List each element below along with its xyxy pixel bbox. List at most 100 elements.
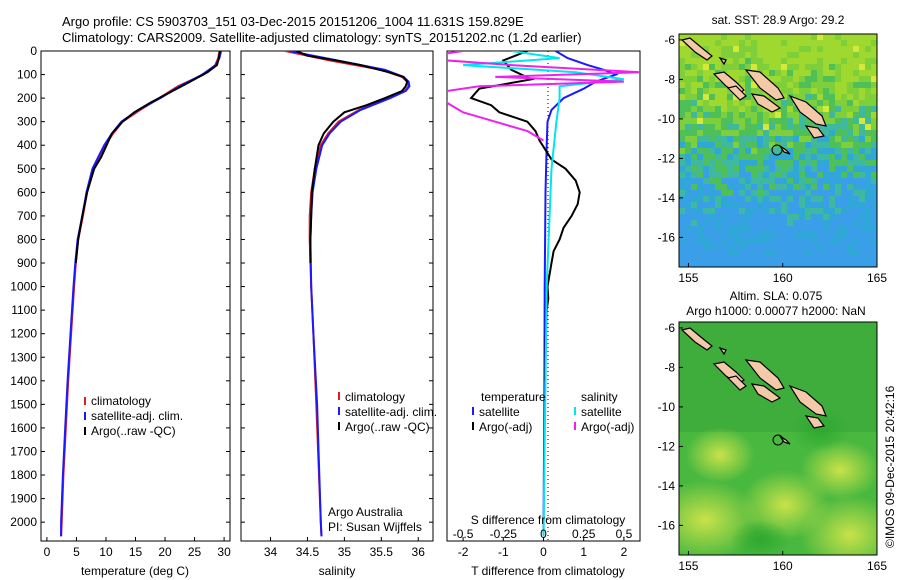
sst-cell [805,160,811,166]
sst-cell [721,148,727,154]
sst-cell [781,250,787,256]
sst-cell [739,52,745,58]
sst-cell [859,142,865,148]
sst-cell [835,250,841,256]
sst-cell [823,58,829,64]
sst-cell [703,124,709,130]
sst-cell [805,46,811,52]
sst-cell [685,94,691,100]
sst-cell [781,46,787,52]
sst-cell [745,142,751,148]
sst-cell [847,202,853,208]
sst-cell [805,82,811,88]
sst-cell [727,166,733,172]
sst-cell [865,76,871,82]
sst-cell [745,136,751,142]
annotation-pi: PI: Susan Wijffels [328,520,422,534]
sst-cell [793,130,799,136]
sst-cell [679,196,685,202]
sst-cell [823,190,829,196]
sst-cell [847,136,853,142]
sst-cell [727,106,733,112]
y-tick-label: -6 [664,321,675,335]
y-tick-label: -16 [658,518,676,532]
sst-cell [697,244,703,250]
sst-cell [817,256,823,262]
sst-cell [817,82,823,88]
sst-cell [757,40,763,46]
sst-cell [679,190,685,196]
sst-cell [757,244,763,250]
sst-cell [787,58,793,64]
sst-cell [817,34,823,40]
sst-cell [871,100,877,106]
sst-cell [793,214,799,220]
sst-cell [799,88,805,94]
sst-cell [739,118,745,124]
sst-cell [775,202,781,208]
sst-cell [745,196,751,202]
sst-cell [829,34,835,40]
sst-cell [811,196,817,202]
sst-cell [775,154,781,160]
sst-cell [709,208,715,214]
sst-cell [769,112,775,118]
y-tick-label: 500 [17,162,37,176]
sst-cell [817,40,823,46]
sst-cell [811,70,817,76]
sst-cell [835,46,841,52]
sst-cell [859,118,865,124]
sst-cell [739,40,745,46]
x-tick-label: 0 [44,545,51,559]
sst-cell [841,244,847,250]
sst-cell [691,250,697,256]
sst-cell [739,34,745,40]
sst-cell [739,130,745,136]
sst-cell [805,142,811,148]
sst-cell [775,232,781,238]
x-tick-label: 30 [217,545,231,559]
sst-cell [871,166,877,172]
sst-cell [871,58,877,64]
sst-cell [679,250,685,256]
sst-cell [733,142,739,148]
sla-blob [790,408,850,452]
sst-cell [853,214,859,220]
sst-cell [679,148,685,154]
sst-cell [757,46,763,52]
sst-cell [709,88,715,94]
sst-cell [727,256,733,262]
sst-cell [829,112,835,118]
sst-cell [823,202,829,208]
sst-cell [709,118,715,124]
sst-cell [805,34,811,40]
sst-cell [763,112,769,118]
sst-cell [745,94,751,100]
sst-cell [703,100,709,106]
sst-cell [805,166,811,172]
sst-cell [709,256,715,262]
sst-cell [835,64,841,70]
sst-cell [847,46,853,52]
sst-cell [787,154,793,160]
sst-cell [865,118,871,124]
sst-cell [835,190,841,196]
sst-cell [691,154,697,160]
sst-cell [727,112,733,118]
sst-cell [757,136,763,142]
sst-cell [805,208,811,214]
sst-cell [739,214,745,220]
sst-cell [793,64,799,70]
sst-cell [823,178,829,184]
sst-cell [865,46,871,52]
sst-cell [865,220,871,226]
sst-cell [769,124,775,130]
sst-cell [865,154,871,160]
sst-cell [757,256,763,262]
sst-cell [757,160,763,166]
sla-blob [800,440,877,500]
y-tick-label: 100 [17,68,37,82]
sst-cell [763,184,769,190]
sst-cell [739,154,745,160]
sst-cell [835,238,841,244]
